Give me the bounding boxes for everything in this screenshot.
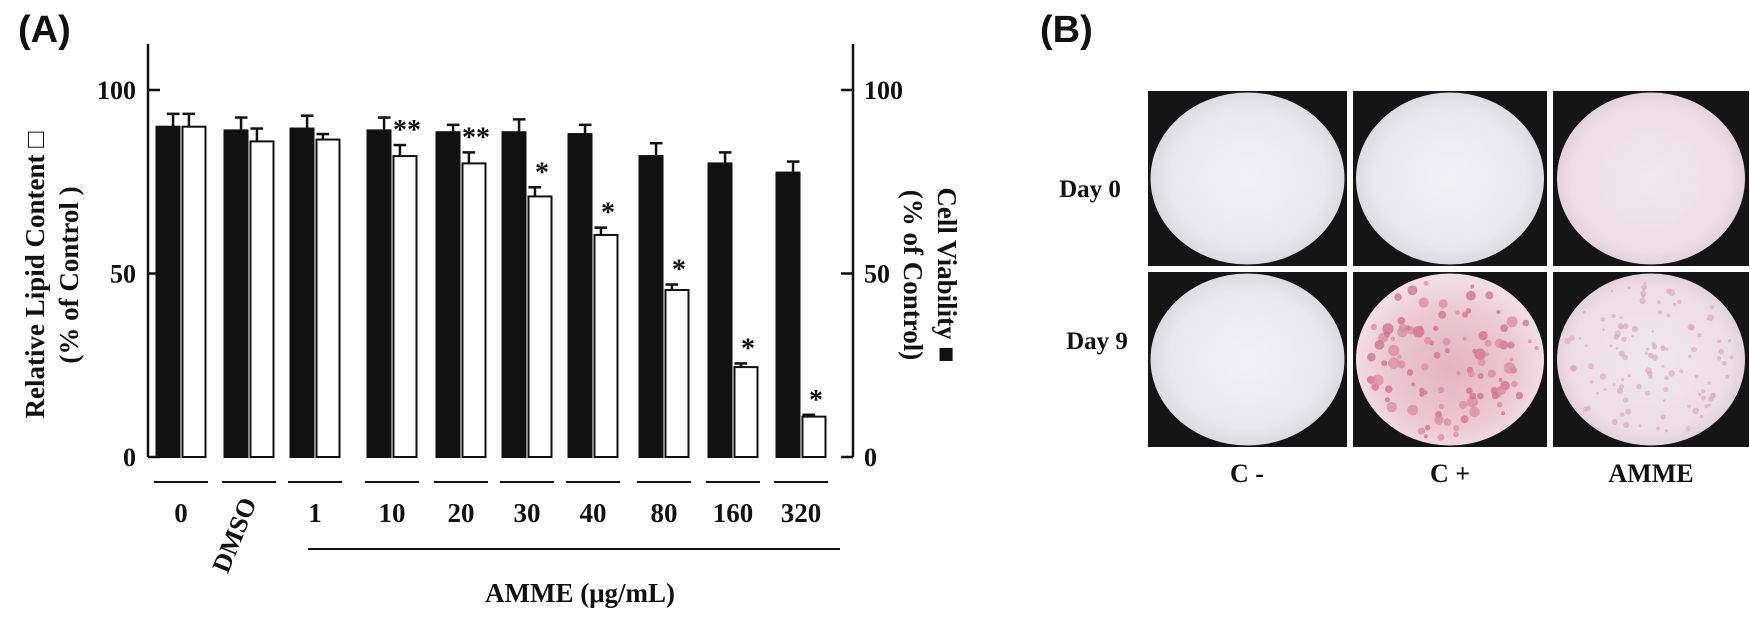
- panel-b-label: (B): [1040, 9, 1093, 51]
- bar-viability-6: [567, 133, 593, 458]
- left-tick-label-50: 50: [110, 260, 136, 289]
- column-label-cpos: C +: [1430, 459, 1470, 488]
- right-tick-label-100: 100: [864, 76, 903, 105]
- right-tick-label-0: 0: [864, 443, 877, 472]
- bar-viability-5: [501, 131, 527, 459]
- x-axis-title: AMME (μg/mL): [485, 578, 675, 608]
- left-y-axis-title: Relative Lipid Content □ (% of Control ): [20, 131, 84, 419]
- micrograph-day0-cpos: [1353, 91, 1547, 266]
- micrograph-day9-cpos: [1353, 272, 1547, 447]
- left-tick-label-0: 0: [123, 443, 136, 472]
- bar-viability-9: [775, 171, 801, 458]
- significance-marker-3: **: [393, 115, 421, 146]
- category-label-0: 0: [174, 498, 188, 528]
- micrograph-grid: Day 0 Day 9 C - C: [1059, 91, 1749, 488]
- bars: ** *******: [155, 112, 827, 459]
- category-label-3: 10: [379, 498, 406, 528]
- category-label-7: 80: [651, 498, 678, 528]
- micrograph-day0-cneg: [1148, 91, 1347, 266]
- left-y-axis-title-line2: (% of Control ): [54, 186, 84, 363]
- lipid-droplet-staining: [1367, 281, 1539, 441]
- right-y-ticks: 0 50 100: [841, 76, 903, 472]
- left-tick-label-100: 100: [97, 76, 136, 105]
- bar-lipid-7: [664, 289, 690, 459]
- significance-marker-8: *: [741, 333, 755, 364]
- micrograph-day0-amme: [1553, 91, 1749, 266]
- category-label-6: 40: [580, 498, 607, 528]
- micrograph-day9-amme: [1553, 272, 1749, 447]
- bar-lipid-0: [181, 125, 207, 458]
- significance-marker-6: *: [601, 198, 615, 229]
- significance-marker-7: *: [672, 255, 686, 286]
- bar-lipid-8: [733, 366, 759, 458]
- bar-lipid-4: [461, 162, 487, 458]
- category-label-8: 160: [713, 498, 754, 528]
- category-label-4: 20: [448, 498, 475, 528]
- bar-lipid-9: [801, 415, 827, 459]
- bar-lipid-5: [527, 195, 553, 458]
- bar-viability-4: [435, 131, 461, 459]
- significance-marker-4: **: [462, 122, 490, 153]
- category-label-1: DMSO: [206, 493, 262, 576]
- row-label-day0: Day 0: [1059, 176, 1121, 203]
- column-label-cneg: C -: [1230, 459, 1264, 488]
- bar-viability-8: [707, 162, 733, 458]
- right-y-axis-title: Cell Viability ■ (% of Control): [898, 187, 962, 362]
- category-label-9: 320: [781, 498, 822, 528]
- bar-viability-1: [223, 129, 249, 458]
- bar-lipid-6: [593, 233, 619, 458]
- right-y-axis-title-line2: (% of Control): [898, 190, 928, 360]
- bar-viability-3: [366, 129, 392, 458]
- category-label-5: 30: [514, 498, 541, 528]
- right-y-axis-title-line1: Cell Viability ■: [932, 187, 962, 362]
- significance-marker-5: *: [535, 157, 549, 188]
- category-label-2: 1: [308, 498, 322, 528]
- bar-viability-7: [638, 155, 664, 458]
- light-staining: [1564, 282, 1734, 433]
- bar-lipid-1: [249, 140, 275, 458]
- column-label-amme: AMME: [1608, 459, 1693, 488]
- micrograph-day9-cneg: [1148, 272, 1347, 447]
- row-label-day9: Day 9: [1066, 328, 1128, 355]
- left-y-ticks: 0 50 100: [97, 76, 160, 472]
- bar-lipid-3: [392, 155, 418, 458]
- left-y-axis-title-line1: Relative Lipid Content □: [20, 131, 50, 419]
- bar-lipid-2: [315, 138, 341, 458]
- right-tick-label-50: 50: [864, 260, 890, 289]
- bar-viability-2: [289, 127, 315, 458]
- panel-a-label: (A): [18, 9, 71, 51]
- bar-viability-0: [155, 125, 181, 458]
- significance-marker-9: *: [809, 385, 823, 416]
- x-axis: 0 DMSO 1 10 20 30 40 80 160 320: [154, 481, 828, 577]
